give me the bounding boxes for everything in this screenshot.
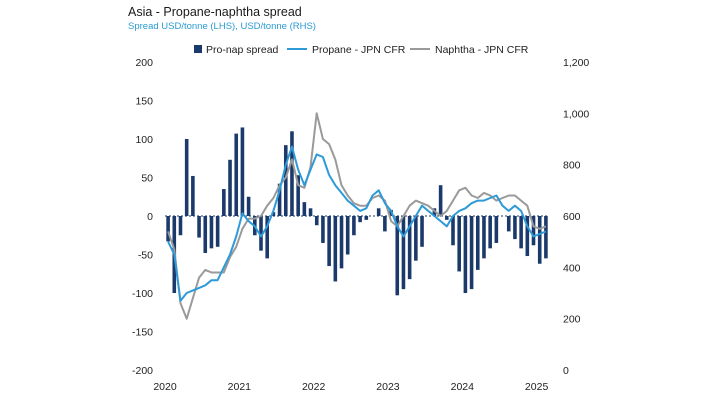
x-axis-tick: 2025 bbox=[525, 381, 549, 393]
legend-label-propane: Propane - JPN CFR bbox=[312, 44, 406, 56]
right-axis-tick: 800 bbox=[563, 160, 581, 172]
spread-bar bbox=[290, 131, 294, 216]
naphtha-line bbox=[167, 112, 547, 320]
spread-bar bbox=[383, 216, 387, 232]
spread-bar bbox=[445, 216, 449, 220]
spread-bar bbox=[438, 185, 443, 216]
spread-bar bbox=[345, 216, 350, 255]
spread-bar bbox=[296, 175, 300, 216]
spread-bar bbox=[469, 216, 474, 290]
spread-bar bbox=[215, 216, 220, 247]
spread-bar bbox=[463, 216, 468, 293]
spread-bar bbox=[519, 216, 523, 249]
x-axis-tick: 2023 bbox=[376, 381, 400, 393]
spread-bar bbox=[494, 216, 499, 243]
x-axis-tick: 2024 bbox=[451, 381, 475, 393]
right-axis-tick: 200 bbox=[563, 314, 581, 326]
left-axis-tick: -50 bbox=[138, 250, 153, 262]
spread-bar bbox=[308, 208, 313, 216]
price-lines bbox=[167, 112, 547, 320]
spread-bar bbox=[475, 216, 480, 270]
spread-bar bbox=[339, 216, 344, 269]
spread-bar bbox=[395, 216, 400, 296]
x-axis-tick: 2022 bbox=[302, 381, 326, 393]
left-axis-tick: -150 bbox=[132, 327, 153, 339]
spread-bar bbox=[191, 175, 195, 216]
spread-bar bbox=[376, 208, 381, 216]
spread-bar bbox=[482, 216, 486, 259]
spread-bar bbox=[259, 216, 263, 251]
left-axis-tick: 50 bbox=[141, 173, 153, 185]
propane-line bbox=[167, 145, 547, 302]
spread-bar bbox=[401, 216, 406, 290]
right-axis-tick: 400 bbox=[563, 262, 581, 274]
right-axis-tick: 0 bbox=[563, 365, 569, 377]
axes: 200 150 100 50 0 -50 -100 -150 -200 1,200 1,000 800… bbox=[132, 57, 589, 393]
spread-bar bbox=[265, 216, 269, 259]
right-axis-tick: 1,000 bbox=[563, 108, 589, 120]
spread-bar bbox=[302, 202, 307, 216]
spread-bar bbox=[197, 216, 201, 238]
spread-bar bbox=[166, 216, 170, 242]
spread-bar bbox=[228, 159, 232, 216]
spread-bar bbox=[488, 216, 492, 249]
spread-bar bbox=[451, 216, 455, 246]
right-axis-tick: 600 bbox=[563, 211, 581, 223]
chart-subtitle: Spread USD/tonne (LHS), USD/tonne (RHS) bbox=[128, 21, 316, 32]
left-axis-tick: 100 bbox=[135, 134, 153, 146]
spread-bar bbox=[203, 216, 208, 253]
spread-bar bbox=[457, 216, 461, 272]
spread-bar bbox=[407, 216, 412, 280]
right-axis-tick: 1,200 bbox=[563, 57, 589, 69]
left-axis-tick: 150 bbox=[135, 96, 153, 108]
spread-bar bbox=[321, 216, 325, 243]
spread-bar bbox=[352, 216, 356, 236]
spread-bar bbox=[544, 216, 548, 259]
spread-bar bbox=[240, 127, 245, 216]
spread-bars bbox=[166, 127, 548, 296]
spread-bar bbox=[513, 216, 517, 240]
spread-bar bbox=[234, 133, 239, 216]
spread-bar bbox=[184, 139, 189, 216]
spread-bar bbox=[414, 216, 418, 261]
left-axis-tick: -200 bbox=[132, 365, 153, 377]
spread-bar bbox=[525, 216, 530, 257]
left-axis-tick: 0 bbox=[147, 211, 153, 223]
spread-bar bbox=[209, 216, 214, 249]
spread-bar bbox=[506, 216, 511, 232]
spread-bar bbox=[531, 216, 536, 246]
spread-bar bbox=[314, 216, 319, 226]
x-axis-tick: 2021 bbox=[228, 381, 252, 393]
spread-bar bbox=[246, 196, 251, 216]
spread-bar bbox=[537, 216, 542, 264]
spread-bar bbox=[271, 212, 276, 216]
left-axis-tick: -100 bbox=[132, 288, 153, 300]
spread-bar bbox=[358, 216, 362, 223]
spread-bar bbox=[364, 216, 369, 220]
spread-bar bbox=[283, 145, 288, 216]
x-axis-tick: 2020 bbox=[153, 381, 177, 393]
legend: Pro-nap spread Propane - JPN CFR Naphtha… bbox=[194, 44, 529, 56]
legend-label-spread: Pro-nap spread bbox=[206, 44, 279, 56]
spread-bar bbox=[333, 216, 338, 282]
spread-bar bbox=[178, 216, 183, 236]
legend-label-naphtha: Naphtha - JPN CFR bbox=[435, 44, 529, 56]
spread-bar bbox=[327, 216, 331, 267]
spread-bar bbox=[222, 189, 226, 216]
left-axis-tick: 200 bbox=[135, 57, 153, 69]
spread-bar bbox=[420, 216, 424, 247]
chart-title: Asia - Propane-naphtha spread bbox=[128, 5, 302, 19]
spread-bar bbox=[277, 183, 282, 216]
legend-swatch-spread bbox=[194, 45, 202, 53]
